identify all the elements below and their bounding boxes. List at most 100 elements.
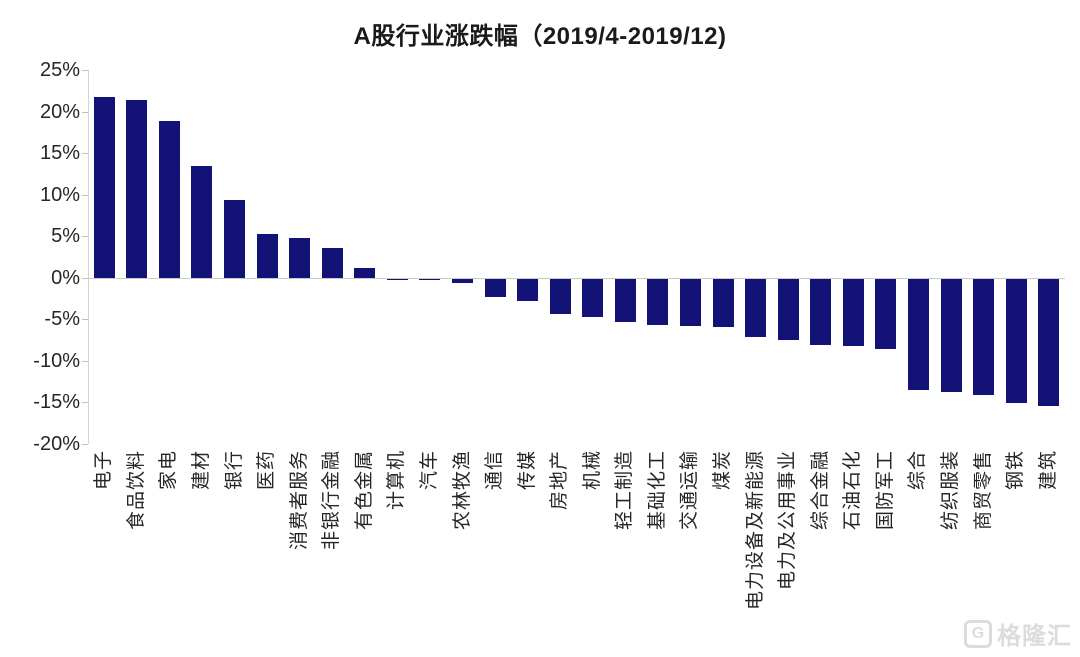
category-label-text: 轻工制造	[614, 450, 636, 531]
category-label: 非银行金融	[321, 450, 343, 550]
category-label-text: 食品饮料	[125, 450, 147, 531]
bar	[614, 278, 636, 322]
bar	[582, 278, 604, 317]
category-label-text: 消费者服务	[288, 450, 310, 551]
category-label: 电力设备及新能源	[745, 450, 767, 610]
bar	[158, 120, 180, 278]
bar	[875, 278, 897, 350]
y-tick-label: 15%	[39, 142, 80, 165]
y-tick-label: -10%	[33, 349, 80, 372]
bar	[712, 278, 734, 327]
category-label-text: 电力及公用事业	[777, 450, 799, 591]
category-label-text: 非银行金融	[321, 450, 343, 551]
bar	[745, 278, 767, 337]
bar	[810, 278, 832, 346]
y-axis-tick	[82, 360, 88, 362]
category-label: 商贸零售	[973, 450, 995, 530]
category-label-text: 汽车	[418, 450, 440, 491]
bar	[256, 233, 278, 278]
category-label: 机械	[582, 450, 604, 490]
zero-axis-line	[88, 277, 1065, 279]
category-label: 家电	[158, 450, 180, 490]
category-label: 消费者服务	[289, 450, 311, 550]
category-label: 有色金属	[354, 450, 376, 530]
category-label: 综合	[907, 450, 929, 490]
bar	[517, 278, 539, 302]
bar	[126, 99, 148, 278]
bar	[907, 278, 929, 391]
category-label-text: 基础化工	[646, 450, 668, 531]
category-label: 电力及公用事业	[777, 450, 799, 590]
watermark-text: 格隆汇	[997, 623, 1072, 650]
category-label: 食品饮料	[126, 450, 148, 530]
y-tick-label: -5%	[44, 308, 80, 331]
bar	[1038, 278, 1060, 406]
category-label: 传媒	[517, 450, 539, 490]
category-label-text: 有色金属	[353, 450, 375, 531]
category-label-text: 计算机	[386, 450, 408, 511]
watermark: G 格隆汇	[964, 616, 1072, 651]
chart-title: A股行业涨跌幅（2019/4-2019/12)	[353, 23, 727, 50]
y-tick-label: 20%	[39, 100, 80, 123]
category-label: 计算机	[386, 450, 408, 510]
category-label-text: 银行	[223, 450, 245, 491]
y-tick-label: 0%	[51, 266, 80, 289]
category-label: 建材	[191, 450, 213, 490]
category-label-text: 国防军工	[874, 450, 896, 531]
y-axis-tick	[82, 319, 88, 321]
category-label: 汽车	[419, 450, 441, 490]
category-label-text: 房地产	[549, 450, 571, 511]
category-label: 银行	[224, 450, 246, 490]
category-label-text: 交通运输	[679, 450, 701, 531]
bar	[354, 267, 376, 278]
gelonghui-logo-icon: G	[964, 619, 992, 648]
category-label: 房地产	[549, 450, 571, 510]
category-label-text: 通信	[484, 450, 506, 491]
category-label: 纺织服装	[940, 450, 962, 530]
y-axis-tick	[82, 277, 88, 279]
y-tick-label: 25%	[39, 59, 80, 81]
category-label-text: 农林牧渔	[451, 450, 473, 531]
bar	[1005, 278, 1027, 404]
category-label: 国防军工	[875, 450, 897, 530]
category-label: 基础化工	[647, 450, 669, 530]
bar	[484, 278, 506, 298]
category-label: 电子	[93, 450, 115, 490]
bar	[452, 278, 474, 283]
category-label: 钢铁	[1005, 450, 1027, 490]
bar	[224, 200, 246, 278]
y-axis-tick	[82, 194, 88, 196]
category-label-text: 综合金融	[809, 450, 831, 531]
bar	[93, 97, 115, 278]
bar	[321, 247, 343, 278]
y-tick-label: -15%	[33, 391, 80, 414]
y-axis-tick	[82, 111, 88, 113]
y-axis-tick	[82, 153, 88, 155]
category-label-text: 医药	[256, 450, 278, 491]
category-label-text: 家电	[158, 450, 180, 491]
category-label-text: 电子	[93, 450, 115, 491]
category-label: 建筑	[1038, 450, 1060, 490]
y-tick-label: 10%	[39, 183, 80, 206]
category-label: 煤炭	[712, 450, 734, 490]
category-label: 通信	[484, 450, 506, 490]
y-tick-label: 5%	[51, 225, 80, 248]
bar	[386, 278, 408, 280]
bar	[289, 237, 311, 278]
bar	[777, 278, 799, 341]
bar	[549, 278, 571, 314]
category-label-text: 电力设备及新能源	[744, 450, 766, 611]
category-label: 医药	[256, 450, 278, 490]
bar	[419, 278, 441, 281]
y-axis-tick	[82, 236, 88, 238]
category-label-text: 传媒	[516, 450, 538, 491]
category-label: 农林牧渔	[452, 450, 474, 530]
category-label-text: 建材	[190, 450, 212, 491]
bar	[679, 278, 701, 327]
y-tick-label: -20%	[33, 433, 80, 455]
category-label-text: 煤炭	[712, 450, 734, 491]
bar	[940, 278, 962, 392]
y-axis-tick	[82, 70, 88, 71]
bar	[842, 278, 864, 347]
